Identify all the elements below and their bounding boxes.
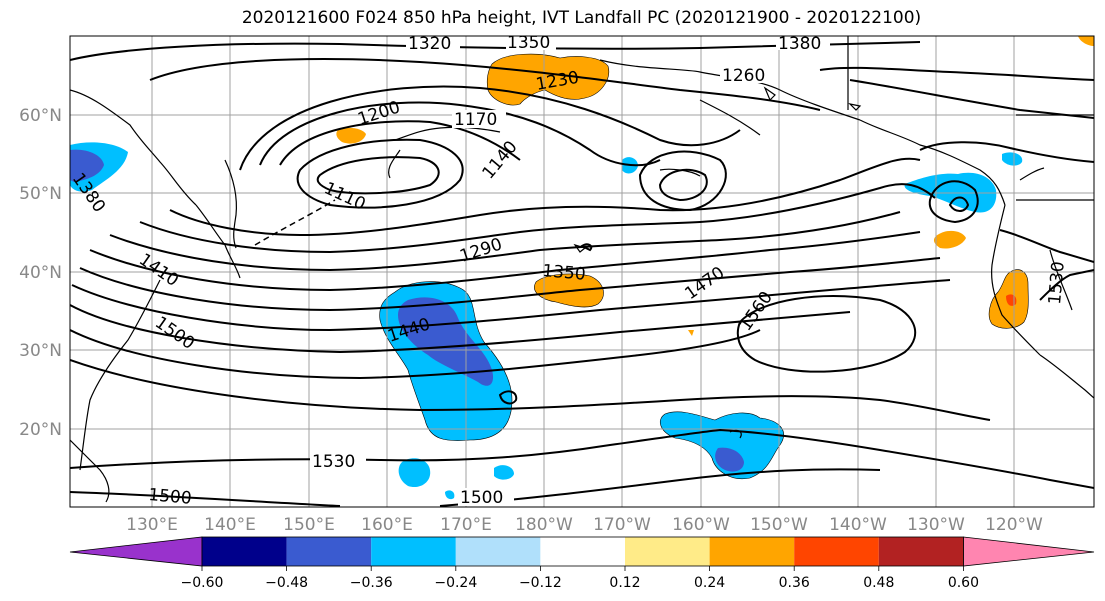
lat-labels: 60°N 50°N 40°N 30°N 20°N	[19, 106, 62, 440]
negative-plume-inner	[436, 394, 469, 422]
lat-label-50n: 50°N	[19, 184, 62, 204]
lon-label-160w: 160°W	[672, 515, 730, 535]
colorbar-bin	[794, 537, 879, 566]
colorbar-frame	[201, 536, 964, 567]
small-negative-4	[445, 490, 455, 500]
page-title: 2020121600 F024 850 hPa height, IVT Land…	[241, 8, 922, 28]
map-frame	[69, 35, 1095, 508]
colorbar-bin	[286, 537, 372, 566]
colorbar-tick-label: 0.36	[779, 575, 810, 591]
lon-label-150e: 150°E	[283, 515, 335, 535]
contour-label-1350: 1350	[507, 33, 550, 53]
colorbar-tick-label: 0.48	[863, 575, 894, 591]
lon-labels: 130°E 140°E 150°E 160°E 170°E 180°W 170°…	[126, 515, 1043, 535]
contour-label-1320: 1320	[408, 34, 451, 54]
bc-negative-2	[1002, 152, 1023, 166]
lat-label-30n: 30°N	[19, 341, 62, 361]
lon-label-140w: 140°W	[829, 515, 887, 535]
colorbar-bins	[202, 537, 964, 566]
lon-label-160e: 160°E	[361, 515, 413, 535]
colorbar-tick-label: −0.48	[265, 575, 308, 591]
contour-label-1530-east: 1530	[1045, 261, 1069, 306]
contour-label-1380: 1380	[778, 34, 821, 54]
small-negative-1	[398, 458, 431, 488]
lat-label-20n: 20°N	[19, 420, 62, 440]
colorbar-bin	[540, 537, 625, 566]
lat-label-60n: 60°N	[19, 106, 62, 126]
colorbar-bin	[455, 537, 541, 566]
small-positive-1	[336, 127, 366, 144]
colorbar-tick-label: 0.24	[694, 575, 725, 591]
colorbar-over-extension	[963, 536, 1095, 567]
contour-label-1350-mid: 1350	[542, 261, 587, 285]
small-positive-2	[688, 330, 694, 336]
dashed-boundary	[254, 199, 336, 246]
contour-label-1170: 1170	[454, 110, 497, 130]
colorbar-tick-label: −0.60	[181, 575, 224, 591]
colorbar-tick-label: 0.60	[948, 575, 979, 591]
contour-label-1260: 1260	[722, 66, 765, 86]
colorbar-tick-label: 0.12	[609, 575, 640, 591]
colorbar-bin	[709, 537, 795, 566]
lon-label-170e: 170°E	[440, 515, 492, 535]
colorbar-bin	[371, 537, 456, 566]
colorbar-tick-labels: −0.60 −0.48 −0.36 −0.24 −0.12 0.12 0.24 …	[181, 575, 979, 591]
colorbar-tick-label: −0.24	[434, 575, 477, 591]
lat-label-40n: 40°N	[19, 263, 62, 283]
ne-corner-positive	[1078, 36, 1094, 46]
height-contours	[70, 41, 1094, 507]
colorbar-bin	[625, 537, 710, 566]
oregon-positive	[933, 230, 966, 249]
west-negative-inner	[70, 149, 104, 182]
colorbar-bin	[878, 537, 964, 566]
negative-plume-mid	[398, 297, 494, 386]
lon-label-130w: 130°W	[907, 515, 965, 535]
colorbar-bin	[202, 537, 287, 566]
lon-label-120w: 120°W	[985, 515, 1043, 535]
lon-label-170w: 170°W	[593, 515, 651, 535]
colorbar-under-extension	[69, 536, 203, 567]
small-negative-2	[494, 465, 514, 480]
hawaii-negative-inner	[715, 447, 744, 472]
lon-label-150w: 150°W	[750, 515, 808, 535]
lon-label-180w: 180°W	[515, 515, 573, 535]
contour-label-1530: 1530	[312, 452, 355, 472]
lon-label-140e: 140°E	[204, 515, 256, 535]
colorbar-tick-label: −0.12	[519, 575, 562, 591]
colorbar-ticks	[201, 566, 964, 571]
lon-label-130e: 130°E	[126, 515, 178, 535]
contour-label-1500-center: 1500	[460, 488, 503, 508]
colorbar-tick-label: −0.36	[350, 575, 393, 591]
contour-label-1500-south: 1500	[148, 485, 193, 509]
